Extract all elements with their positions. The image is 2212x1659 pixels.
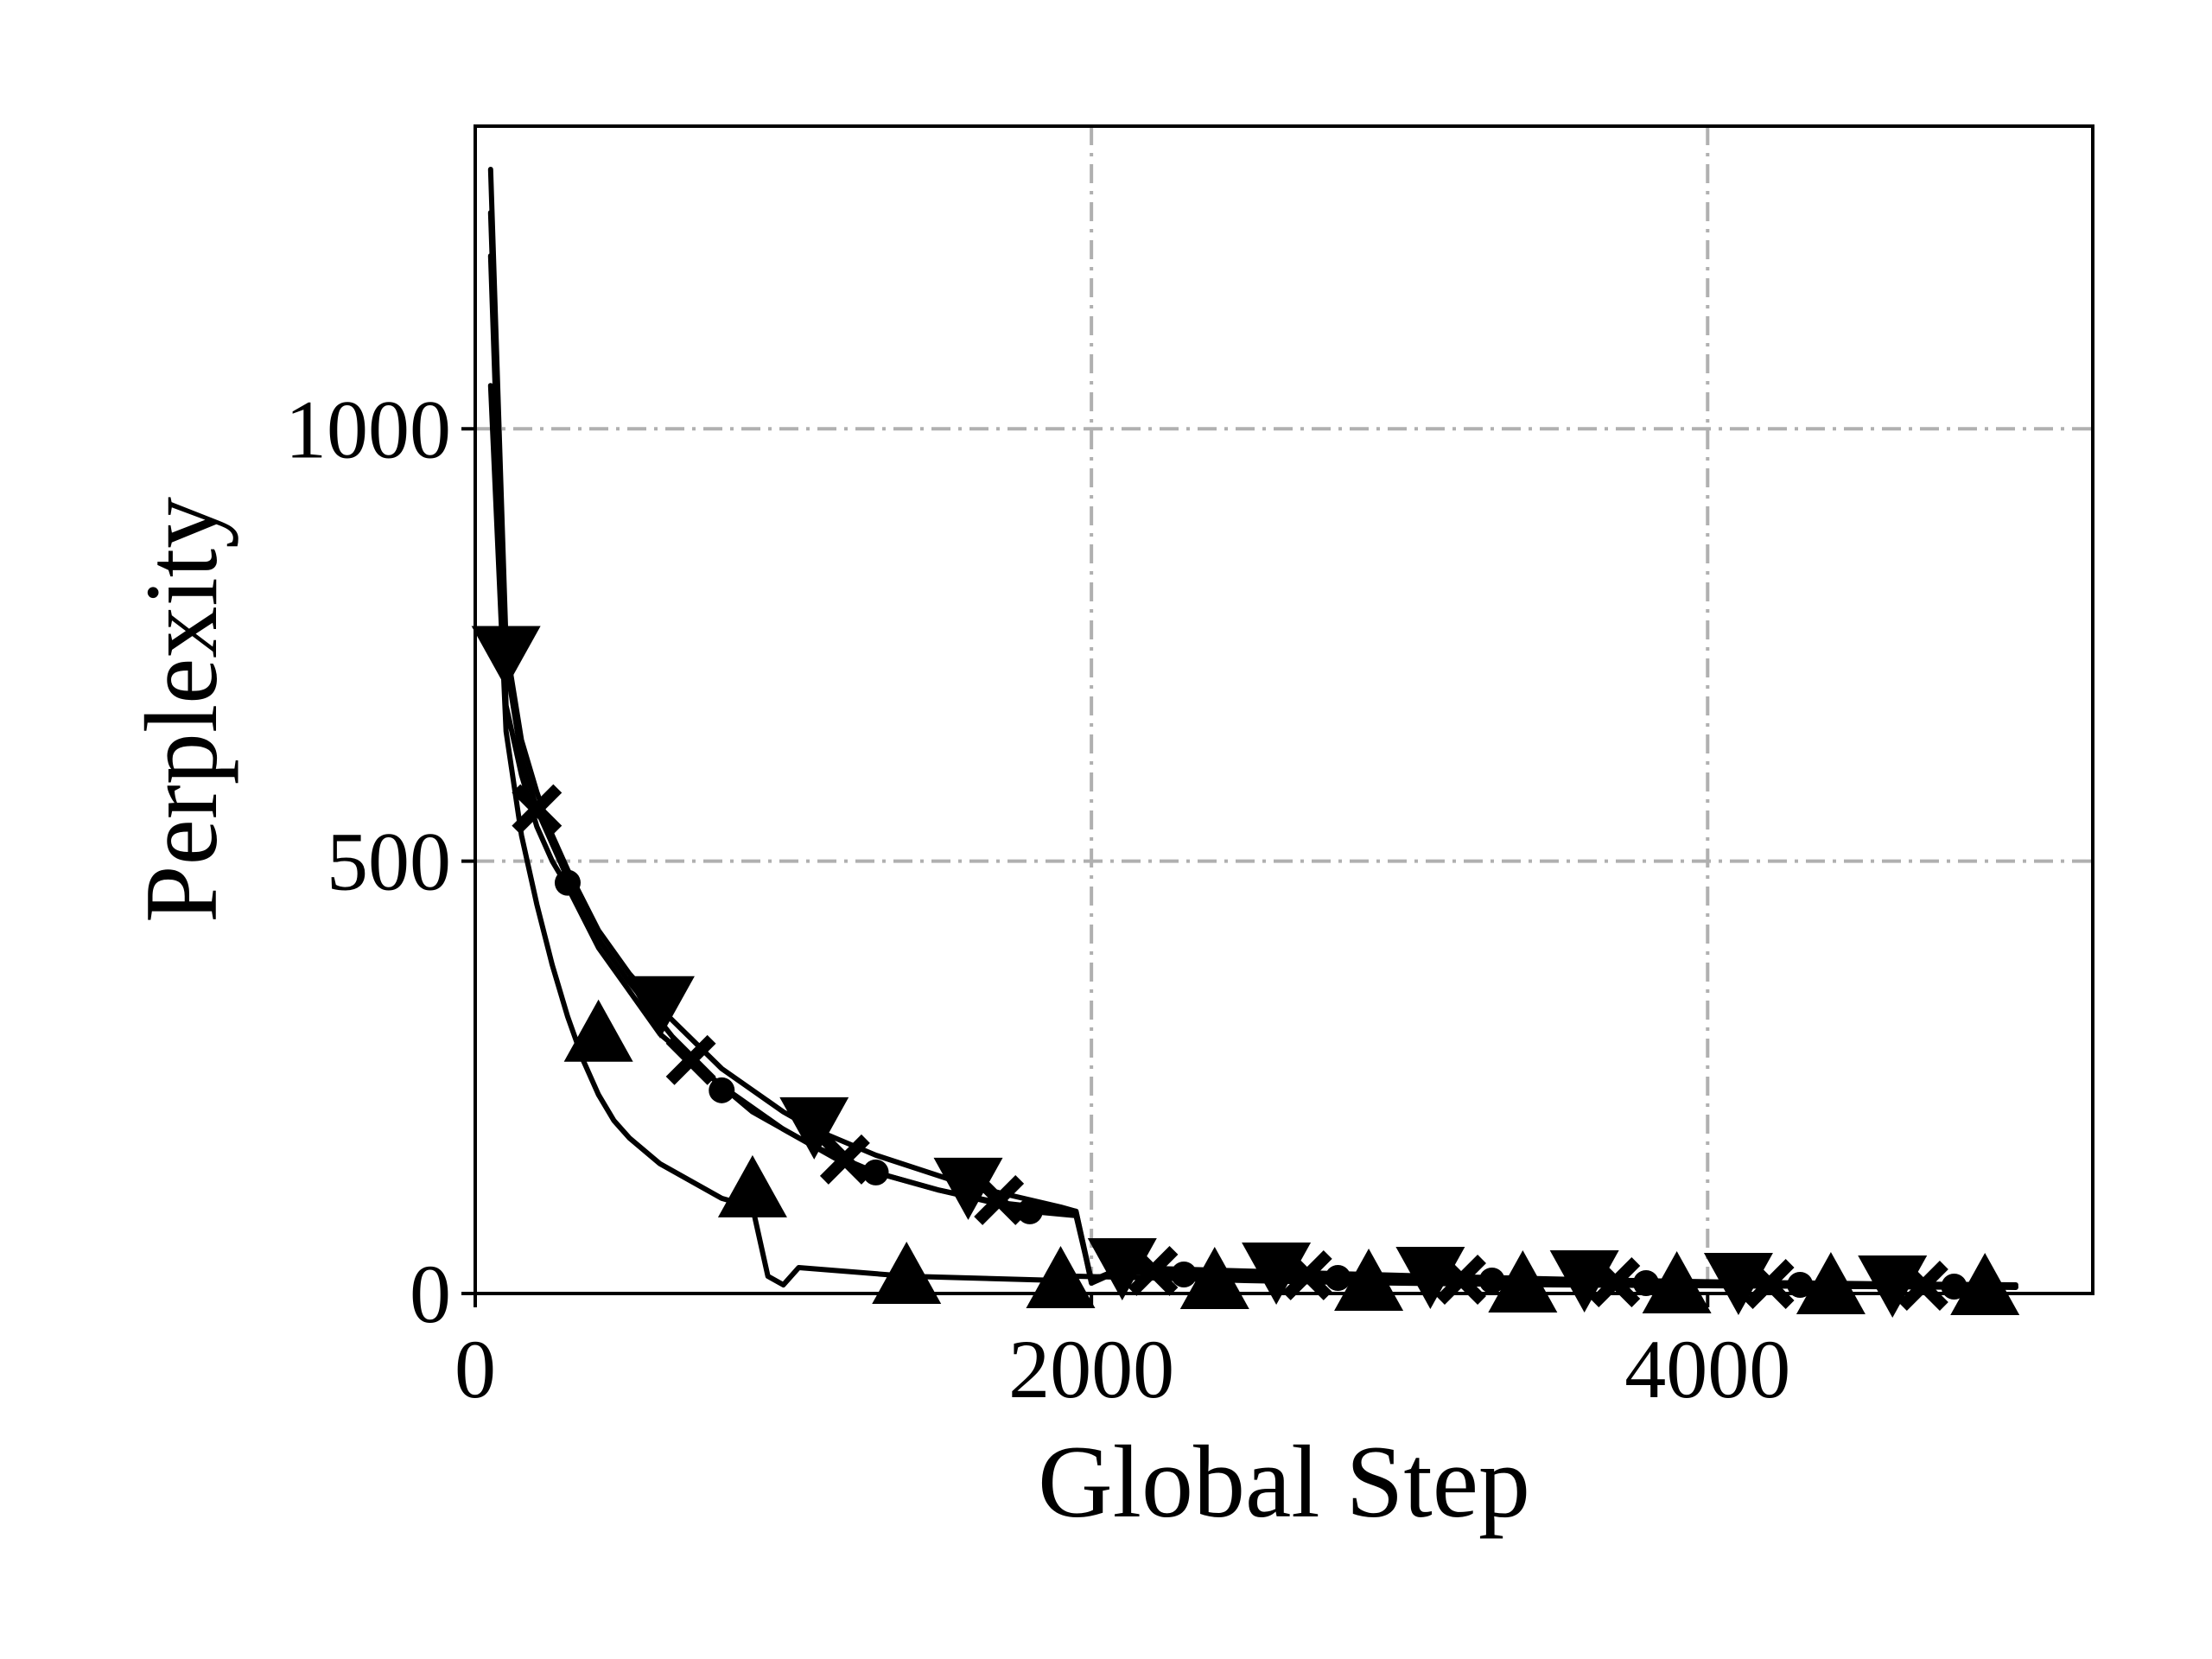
series-line-triangle-down	[487, 167, 2018, 1287]
triangle-up-marker	[872, 1241, 942, 1304]
triangle-down-marker	[471, 626, 541, 689]
triangle-down-marker	[1395, 1246, 1465, 1309]
triangle-down-marker	[1858, 1255, 1928, 1318]
series-x	[487, 210, 2018, 1311]
series-triangle-up	[487, 383, 2020, 1315]
axis-tick-labels: 0 2000 4000 0 500 1000	[285, 383, 1790, 1415]
x-tick-label: 4000	[1624, 1323, 1790, 1415]
x-marker	[512, 784, 563, 835]
triangle-up-marker	[717, 1154, 787, 1217]
y-tick-label: 0	[410, 1248, 451, 1340]
triangle-down-marker	[1242, 1242, 1312, 1305]
grid-lines	[475, 126, 2093, 1294]
series-line-x	[487, 210, 2018, 1289]
x-tick-label: 0	[454, 1323, 496, 1415]
x-axis-title: Global Step	[1038, 1424, 1530, 1539]
axis-ticks	[461, 427, 1710, 1307]
series-line-triangle-up	[487, 383, 1988, 1290]
series-circle	[487, 253, 2018, 1300]
series-line-circle	[487, 253, 2018, 1290]
triangle-down-marker	[1087, 1237, 1157, 1300]
triangle-down-marker	[779, 1096, 849, 1160]
x-tick-label: 2000	[1008, 1323, 1174, 1415]
triangle-up-marker	[563, 999, 633, 1062]
triangle-down-marker	[625, 976, 695, 1039]
y-tick-label: 500	[327, 816, 451, 908]
series-triangle-down	[471, 167, 2018, 1318]
y-axis-title: Perplexity	[124, 497, 238, 923]
triangle-down-marker	[1703, 1252, 1773, 1315]
x-marker	[665, 1034, 716, 1085]
plot-frame	[474, 124, 2094, 1295]
y-tick-label: 1000	[285, 383, 451, 475]
series-layer	[471, 167, 2020, 1318]
triangle-down-marker	[933, 1157, 1003, 1220]
triangle-down-marker	[1549, 1249, 1619, 1313]
